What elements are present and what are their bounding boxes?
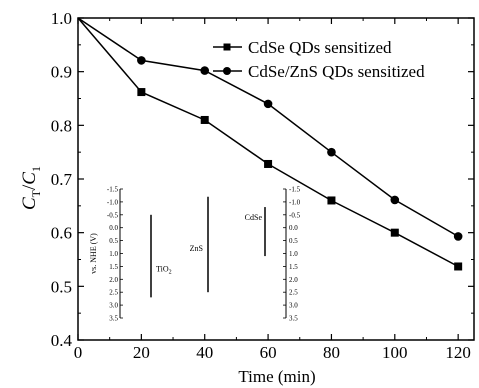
inset-left-axis-tick-label: 2.0 — [109, 276, 118, 284]
inset-right-axis-tick-label: 1.0 — [289, 250, 298, 258]
data-point-circle — [263, 99, 273, 109]
inset-band-label-main: CdSe — [245, 213, 263, 222]
x-tick-label: 20 — [133, 343, 150, 362]
inset-right-axis-tick-label: -1.5 — [289, 186, 301, 194]
legend-marker-circle — [223, 67, 231, 75]
inset-left-axis-tick-label: 2.5 — [109, 289, 118, 297]
inset-right-axis-tick-label: 1.5 — [289, 263, 298, 271]
inset-band-label-1: ZnS — [190, 244, 203, 253]
legend-item-cdse-zns: CdSe/ZnS QDs sensitized — [213, 62, 425, 81]
data-point-circle — [137, 56, 146, 65]
data-point-circle — [200, 66, 210, 75]
data-point-square — [327, 196, 336, 205]
legend-label-cdse-zns: CdSe/ZnS QDs sensitized — [248, 62, 425, 81]
inset-left-axis-tick-label: 1.5 — [109, 263, 118, 271]
x-tick-label: 0 — [74, 343, 83, 362]
inset-left-axis-tick-label: 1.0 — [109, 250, 118, 258]
y-tick-label: 0.4 — [51, 331, 73, 350]
data-point-circle — [390, 195, 400, 205]
y-axis-title-sub1: T — [29, 189, 43, 197]
y-tick-label: 0.5 — [51, 277, 72, 296]
data-point-square — [137, 88, 146, 97]
x-tick-label: 80 — [323, 343, 340, 362]
inset-right-axis-tick-label: 3.0 — [289, 302, 298, 310]
y-axis-title-sub2: 1 — [29, 166, 43, 172]
y-axis-title: CT/C1 — [19, 166, 43, 210]
inset-left-axis-tick-label: 0.0 — [109, 224, 118, 232]
inset-left-axis-tick-label: -1.0 — [107, 198, 119, 206]
y-tick-label: 0.9 — [51, 63, 72, 82]
legend: CdSe QDs sensitized CdSe/ZnS QDs sensiti… — [213, 38, 425, 81]
legend-marker-square — [223, 43, 231, 51]
inset-right-axis-tick-label: 0.5 — [289, 237, 298, 245]
x-tick-label: 60 — [260, 343, 277, 362]
inset-band-label-2: CdSe — [245, 213, 263, 222]
data-point-square — [454, 262, 463, 271]
inset-band-label-main: ZnS — [190, 244, 203, 253]
y-axis-title-c2: C — [19, 172, 40, 185]
inset-right-axis-tick-label: 0.0 — [289, 224, 298, 232]
inset-right-axis-tick-label: 3.5 — [289, 315, 298, 323]
inset-left-axis-tick-label: -1.5 — [107, 186, 119, 194]
x-axis: 0 20 40 60 80 100 120 — [74, 18, 471, 362]
legend-label-cdse: CdSe QDs sensitized — [248, 38, 392, 57]
data-point-circle — [453, 232, 463, 241]
inset-axis-title: vs. NHE (V) — [89, 233, 98, 274]
inset-band-label-sub: 2 — [169, 270, 172, 276]
inset-right-axis-tick-label: 2.5 — [289, 289, 298, 297]
data-point-square — [200, 115, 209, 124]
inset-left-axis-tick-label: -0.5 — [107, 211, 119, 219]
x-tick-label: 100 — [382, 343, 408, 362]
y-tick-label: 0.7 — [51, 170, 73, 189]
x-axis-title: Time (min) — [238, 367, 315, 386]
band-diagram-inset: -1.5 -1.0 -0.5 0.0 0.5 1.0 1.5 2.0 2.5 3.0 3.5 -1.5… — [89, 186, 301, 323]
y-axis-title-sep: / — [19, 184, 40, 190]
inset-left-axis-tick-label: 3.0 — [109, 302, 118, 310]
inset-right-axis-tick-label: 2.0 — [289, 276, 298, 284]
data-point-circle — [327, 147, 336, 157]
data-point-square — [264, 159, 273, 168]
inset-right-axis-tick-label: -1.0 — [289, 198, 301, 206]
inset-band-label-0: TiO2 — [156, 265, 172, 276]
inset-band-label-main: TiO — [156, 265, 169, 274]
inset-left-axis-tick-label: 0.5 — [109, 237, 118, 245]
y-axis: 0.4 0.5 0.6 0.7 0.8 0.9 1.0 — [51, 9, 474, 350]
data-point-square — [390, 228, 399, 237]
inset-right-axis-tick-label: -0.5 — [289, 211, 301, 219]
y-tick-label: 0.6 — [51, 224, 72, 243]
x-tick-label: 40 — [196, 343, 213, 362]
y-tick-label: 0.8 — [51, 116, 72, 135]
x-tick-label: 120 — [445, 343, 471, 362]
inset-left-axis-tick-label: 3.5 — [109, 315, 118, 323]
legend-item-cdse: CdSe QDs sensitized — [213, 38, 392, 57]
y-tick-label: 1.0 — [51, 9, 72, 28]
series-layer — [77, 17, 463, 271]
y-axis-title-c1: C — [19, 197, 40, 210]
